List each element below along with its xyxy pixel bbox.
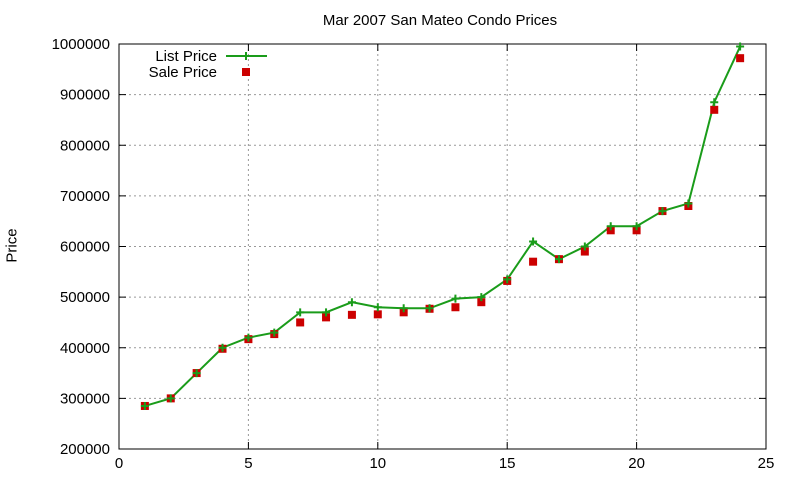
- list-price-point: [425, 304, 434, 313]
- sale-price-point: [710, 105, 719, 114]
- legend-label-list-price: List Price: [155, 48, 217, 65]
- list-price-point: [632, 222, 641, 231]
- x-tick-label: 15: [499, 455, 516, 472]
- list-price-point: [477, 293, 486, 302]
- x-tick-label: 10: [369, 455, 386, 472]
- x-tick-label: 25: [758, 455, 775, 472]
- x-tick-label: 5: [244, 455, 252, 472]
- y-tick-label: 200000: [60, 441, 110, 458]
- list-price-point: [322, 308, 331, 317]
- x-tick-label: 0: [115, 455, 123, 472]
- list-price-point: [347, 298, 356, 307]
- sale-price-point: [580, 247, 589, 256]
- list-price-point: [451, 294, 460, 303]
- list-price-point: [399, 304, 408, 313]
- sale-price-point: [606, 226, 615, 235]
- list-price-point: [373, 303, 382, 312]
- sale-price-point: [347, 310, 356, 319]
- list-price-point: [710, 98, 719, 107]
- list-price-point: [554, 255, 563, 264]
- list-price-point: [140, 401, 149, 410]
- plot-frame: [118, 43, 767, 450]
- list-price-point: [503, 275, 512, 284]
- list-price-point: [580, 242, 589, 251]
- list-price-point: [192, 369, 201, 378]
- sale-price-point: [736, 54, 745, 63]
- legend-marker-sale-price: [242, 68, 250, 76]
- sale-price-point: [296, 318, 305, 327]
- list-price-point: [166, 394, 175, 403]
- sale-price-point: [399, 308, 408, 317]
- sale-price-point: [322, 313, 331, 322]
- sale-price-point: [632, 226, 641, 235]
- list-price-point: [529, 237, 538, 246]
- list-price-point: [606, 222, 615, 231]
- y-tick-label: 300000: [60, 390, 110, 407]
- y-tick-label: 400000: [60, 340, 110, 357]
- y-tick-label: 800000: [60, 137, 110, 154]
- list-price-point: [296, 308, 305, 317]
- list-price-line: [144, 46, 742, 407]
- legend-label-sale-price: Sale Price: [149, 64, 217, 81]
- y-tick-label: 600000: [60, 239, 110, 256]
- list-price-point: [244, 333, 253, 342]
- y-tick-label: 700000: [60, 188, 110, 205]
- list-price-point: [218, 343, 227, 352]
- list-price-point: [270, 328, 279, 337]
- list-price-point: [736, 42, 745, 51]
- y-tick-label: 900000: [60, 87, 110, 104]
- chart-title: Mar 2007 San Mateo Condo Prices: [322, 12, 558, 29]
- legend-marker-list-price: [242, 52, 250, 60]
- sale-price-point: [477, 298, 486, 307]
- sale-price-point: [451, 303, 460, 312]
- list-price-point: [684, 199, 693, 208]
- y-tick-label: 1000000: [52, 36, 110, 53]
- list-price-point: [658, 207, 667, 216]
- x-tick-label: 20: [628, 455, 645, 472]
- sale-price-point: [529, 257, 538, 266]
- sale-price-point: [373, 310, 382, 319]
- y-tick-label: 500000: [60, 289, 110, 306]
